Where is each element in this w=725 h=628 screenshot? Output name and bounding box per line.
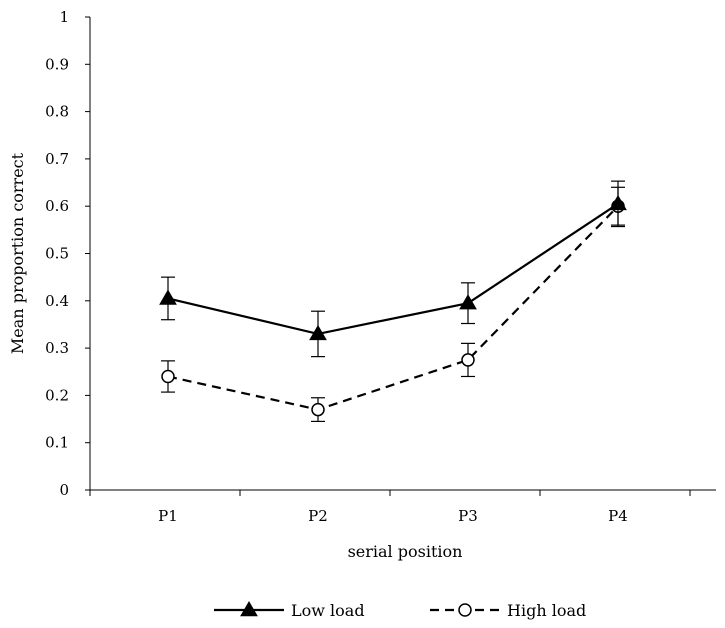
y-tick-label: 0.2	[45, 386, 69, 404]
data-point	[161, 369, 175, 384]
legend-label: Low load	[291, 601, 365, 620]
y-axis-title: Mean proportion correct	[8, 152, 27, 354]
x-tick-label: P3	[458, 507, 478, 525]
series-group	[159, 180, 627, 423]
legend-item-high-load: High load	[430, 601, 586, 620]
y-tick-label: 0.8	[45, 103, 69, 121]
series-high-load	[161, 186, 625, 423]
series-line	[167, 205, 619, 411]
axes	[89, 17, 716, 491]
y-tick-label: 0.3	[45, 339, 69, 357]
data-point	[311, 402, 325, 417]
x-tick-label: P1	[158, 507, 178, 525]
legend-label: High load	[507, 601, 586, 620]
y-tick-label: 0	[59, 481, 69, 499]
y-tick-label: 1	[59, 8, 69, 26]
y-tick-label: 0.6	[45, 197, 69, 215]
data-point	[159, 289, 177, 305]
y-tick-label: 0.9	[45, 55, 69, 73]
legend: Low load High load	[214, 601, 586, 620]
data-point	[459, 294, 477, 310]
series-line	[167, 202, 619, 336]
data-point	[309, 324, 327, 341]
legend-swatch-marker	[458, 603, 472, 617]
legend-swatch-marker	[240, 601, 258, 617]
data-point	[609, 194, 627, 211]
x-tick-label: P4	[608, 507, 628, 525]
y-tick-label: 0.7	[45, 150, 69, 168]
y-tick-label: 0.4	[45, 292, 69, 310]
x-tick-label: P2	[308, 507, 328, 525]
y-tick-label: 0.1	[45, 434, 69, 452]
y-tick-label: 0.5	[45, 245, 69, 263]
legend-item-low-load: Low load	[214, 601, 365, 620]
data-point	[461, 353, 475, 367]
axis-ticks: 0 0.1 0.2 0.3 0.4 0.5 0.6 0.7 0.8 0.9 1 P1 P2 P3 P4	[45, 8, 691, 525]
x-axis-title: serial position	[348, 542, 463, 561]
series-low-load	[159, 180, 627, 358]
